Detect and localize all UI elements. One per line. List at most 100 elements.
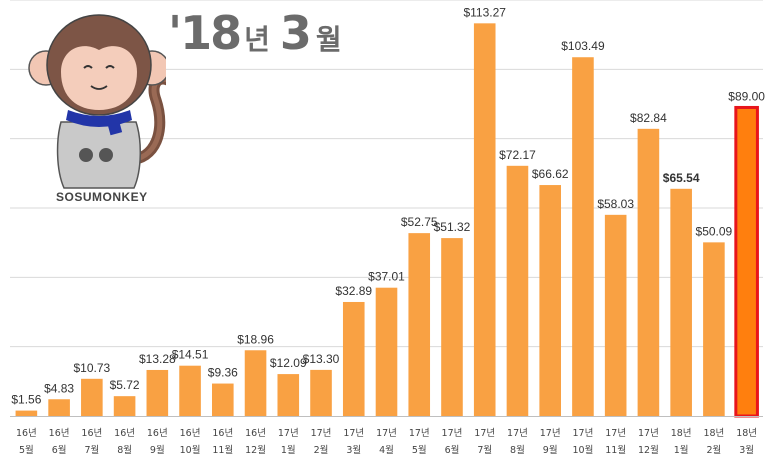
bar-value-label: $50.09: [696, 224, 733, 238]
x-tick-year: 17년: [376, 428, 397, 439]
x-tick-month: 12월: [245, 444, 266, 456]
bar: [604, 214, 627, 416]
x-tick-month: 11월: [212, 444, 233, 456]
bar: [179, 365, 201, 416]
x-tick-year: 17년: [507, 428, 528, 439]
x-tick-year: 17년: [311, 428, 332, 439]
title-year: '18: [168, 6, 242, 60]
x-tick-month: 3월: [739, 444, 754, 456]
bar: [539, 185, 561, 416]
bar-value-label: $4.83: [44, 381, 74, 395]
x-tick-year: 17년: [278, 428, 299, 439]
bar-value-label: $51.32: [434, 220, 471, 234]
x-axis: 16년 5월 16년 6월 16년 7월 16년 8월 16년 9월 16년 10월 16년 11월 16년…: [10, 416, 763, 456]
bar-value-label: $13.28: [139, 352, 176, 366]
x-tick-year: 18년: [703, 428, 724, 439]
x-tick-year: 17년: [442, 428, 463, 439]
bar-value-label: $113.27: [463, 5, 506, 19]
x-tick-year: 18년: [736, 428, 757, 439]
x-tick-year: 16년: [16, 428, 37, 439]
bar-value-label: $13.30: [303, 352, 340, 366]
x-tick-month: 7월: [84, 444, 99, 456]
bar-value-label: $32.89: [335, 284, 372, 298]
x-tick-year: 17년: [605, 428, 626, 439]
bar-value-label: $89.00: [728, 89, 765, 103]
monkey-mascot-icon: [28, 14, 166, 189]
bar: [113, 396, 136, 416]
bar-value-label: $66.62: [532, 167, 569, 181]
bar: [277, 374, 300, 416]
brand-label: SOSUMONKEY: [56, 190, 148, 204]
x-tick-month: 1월: [674, 444, 689, 456]
bar: [703, 242, 725, 416]
x-tick-month: 7월: [477, 444, 492, 456]
bar-value-label: $103.49: [561, 39, 605, 53]
x-tick-month: 10월: [180, 444, 201, 456]
bar: [48, 399, 70, 416]
bar-value-label: $14.51: [172, 348, 209, 362]
bar: [670, 188, 692, 416]
x-tick-month: 5월: [412, 444, 427, 456]
bar-value-label: $58.03: [597, 197, 634, 211]
x-tick-month: 9월: [150, 444, 165, 456]
title-month: 3: [279, 6, 312, 60]
bar: [375, 287, 398, 416]
x-tick-month: 10월: [573, 444, 594, 456]
bar: [244, 350, 267, 416]
bar: [15, 410, 38, 416]
bar-value-label: $37.01: [368, 270, 405, 284]
x-tick-year: 18년: [671, 428, 692, 439]
x-tick-year: 17년: [573, 428, 594, 439]
x-tick-month: 6월: [445, 444, 460, 456]
x-tick-year: 16년: [49, 428, 70, 439]
x-tick-month: 4월: [379, 444, 394, 456]
x-tick-year: 16년: [114, 428, 135, 439]
x-tick-year: 16년: [180, 428, 201, 439]
page-title: '18 년 3 월: [168, 6, 352, 60]
bar: [146, 369, 169, 416]
x-tick-year: 17년: [343, 428, 364, 439]
x-tick-year: 17년: [409, 428, 430, 439]
bar: [81, 378, 103, 416]
value-labels: $1.56$4.83 $10.73$5.72 $13.28$14.51 $9.36 $1…: [11, 5, 765, 406]
x-tick-year: 16년: [245, 428, 266, 439]
bar-highlighted: [734, 105, 759, 418]
title-month-unit: 월: [315, 23, 342, 56]
bar: [212, 383, 234, 416]
bar-value-label: $18.96: [237, 332, 274, 346]
title-year-unit: 년: [244, 23, 270, 56]
bar-value-label: $72.17: [499, 148, 536, 162]
bar: [342, 301, 365, 416]
bar: [572, 57, 594, 416]
bar-value-label: $65.54: [663, 171, 700, 185]
x-tick-month: 5월: [19, 444, 34, 456]
x-tick-year: 16년: [81, 428, 102, 439]
bar: [408, 233, 431, 416]
bar: [637, 128, 660, 416]
bar-value-label: $9.36: [208, 366, 238, 380]
x-tick-month: 6월: [52, 444, 67, 456]
x-tick-month: 11월: [605, 444, 626, 456]
bar: [310, 369, 332, 416]
bar-value-label: $10.73: [73, 361, 110, 375]
bar-value-label: $12.09: [270, 356, 307, 370]
bar: [506, 165, 529, 416]
x-tick-year: 17년: [474, 428, 495, 439]
x-tick-month: 3월: [346, 444, 361, 456]
x-tick-month: 2월: [706, 444, 721, 456]
x-tick-month: 9월: [543, 444, 558, 456]
bar-value-label: $5.72: [110, 378, 140, 392]
x-tick-year: 17년: [638, 428, 659, 439]
bar-value-label: $82.84: [630, 111, 667, 125]
x-tick-month: 8월: [510, 444, 525, 456]
x-tick-month: 12월: [638, 444, 659, 456]
x-tick-month: 1월: [281, 444, 296, 456]
bar-value-label: $1.56: [11, 393, 41, 407]
bar-value-label: $52.75: [401, 215, 438, 229]
x-tick-year: 16년: [212, 428, 233, 439]
x-tick-month: 2월: [314, 444, 329, 456]
bar: [441, 238, 463, 416]
x-tick-year: 16년: [147, 428, 168, 439]
